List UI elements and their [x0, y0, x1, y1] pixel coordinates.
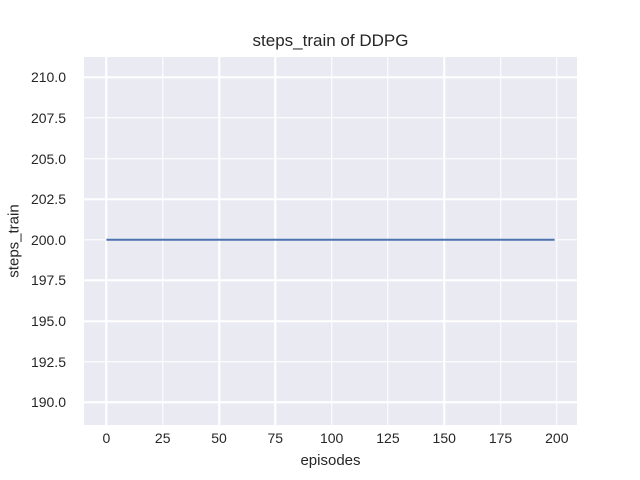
gridline-vertical: [105, 57, 108, 425]
y-tick-label: 197.5: [30, 272, 66, 289]
gridline-horizontal: [84, 76, 577, 79]
x-tick-labels: 0 25 50 75 100 125 150 175 200: [84, 430, 577, 448]
x-tick-label: 175: [488, 430, 513, 446]
x-tick-label: 50: [211, 430, 227, 446]
y-tick-label: 192.5: [30, 353, 66, 370]
gridline-horizontal: [84, 117, 577, 119]
y-tick-label: 200.0: [30, 231, 66, 248]
chart-title: steps_train of DDPG: [252, 31, 409, 50]
y-tick-label: 202.5: [30, 191, 66, 208]
gridline-vertical: [387, 57, 389, 425]
y-tick-labels: 190.0 192.5 195.0 197.5 200.0 202.5 205.0 207.5…: [0, 57, 66, 425]
x-tick-label: 25: [154, 430, 171, 446]
y-tick-label: 190.0: [30, 394, 66, 411]
x-tick-label: 100: [319, 430, 344, 446]
gridline-vertical: [556, 57, 558, 425]
gridline-vertical: [274, 57, 277, 425]
gridline-vertical: [218, 57, 220, 425]
gridline-horizontal: [84, 157, 577, 160]
gridline-vertical: [161, 57, 164, 425]
y-tick-label: 205.0: [30, 150, 66, 167]
gridline-vertical: [330, 57, 333, 425]
x-axis-label: episodes: [300, 452, 361, 469]
gridline-horizontal: [84, 401, 577, 403]
y-tick-label: 207.5: [30, 109, 66, 126]
x-tick-label: 150: [432, 430, 456, 446]
gridline-horizontal: [84, 320, 577, 322]
x-tick-label: 125: [376, 430, 400, 446]
y-tick-label: 195.0: [30, 313, 66, 330]
y-tick-label: 210.0: [30, 69, 66, 86]
plot-area: [84, 57, 577, 425]
gridline-horizontal: [84, 360, 577, 363]
gridline-horizontal: [84, 279, 577, 282]
x-tick-label: 0: [102, 430, 111, 446]
gridline-vertical: [443, 57, 445, 425]
line-layer: [84, 57, 577, 425]
x-tick-label: 200: [545, 430, 569, 446]
x-tick-label: 75: [267, 430, 284, 446]
gridline-horizontal: [84, 198, 577, 200]
gridline-vertical: [499, 57, 502, 425]
